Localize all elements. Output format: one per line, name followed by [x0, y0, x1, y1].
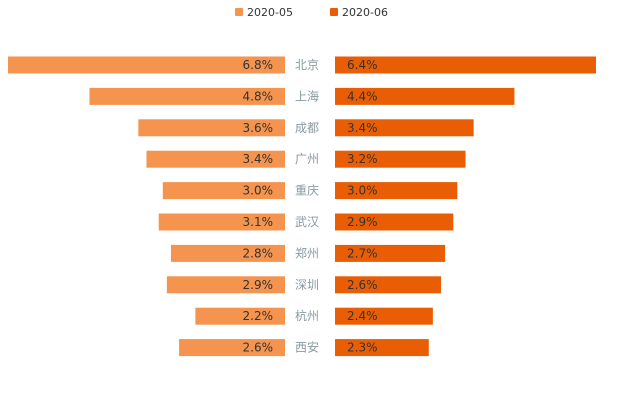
value-label-2020-05-7: 2.9%: [243, 278, 274, 292]
bar-2020-06-7[interactable]: [335, 276, 442, 294]
bar-2020-06-6[interactable]: [335, 244, 446, 262]
value-label-2020-06-4: 3.0%: [347, 184, 378, 198]
category-label-4: 重庆: [295, 184, 319, 198]
value-label-2020-05-9: 2.6%: [243, 341, 274, 355]
legend-swatch-2020-05: [235, 8, 243, 16]
value-label-2020-06-1: 4.4%: [347, 89, 378, 103]
bar-2020-06-8[interactable]: [335, 307, 433, 325]
value-label-2020-06-7: 2.6%: [347, 278, 378, 292]
value-label-2020-05-6: 2.8%: [243, 246, 274, 260]
category-label-3: 广州: [295, 152, 319, 166]
category-label-7: 深圳: [295, 278, 319, 292]
value-label-2020-06-6: 2.7%: [347, 246, 378, 260]
legend-swatch-2020-06: [330, 8, 338, 16]
legend-label-2020-06: 2020-06: [342, 6, 388, 19]
labels-layer: 6.8% 6.4% 北京 4.8% 4.4% 上海 3.6% 3.4% 成都 3.4% 3.2% 广州…: [243, 58, 378, 355]
value-label-2020-05-0: 6.8%: [243, 58, 274, 72]
value-label-2020-05-2: 3.6%: [243, 121, 274, 135]
legend-label-2020-05: 2020-05: [247, 6, 293, 19]
value-label-2020-05-1: 4.8%: [243, 89, 274, 103]
bar-2020-06-3[interactable]: [335, 150, 466, 168]
category-label-1: 上海: [295, 88, 319, 103]
bar-2020-06-0[interactable]: [335, 56, 596, 74]
bar-2020-05-1[interactable]: [89, 87, 286, 105]
category-label-0: 北京: [295, 58, 319, 72]
bar-2020-06-1[interactable]: [335, 87, 515, 105]
value-label-2020-05-5: 3.1%: [243, 215, 274, 229]
bar-2020-06-9[interactable]: [335, 339, 429, 357]
bar-2020-06-4[interactable]: [335, 182, 458, 200]
category-label-9: 西安: [295, 340, 319, 355]
legend: 2020-05 2020-06: [235, 6, 388, 19]
legend-item-2020-06[interactable]: 2020-06: [330, 6, 388, 19]
value-label-2020-06-5: 2.9%: [347, 215, 378, 229]
bar-2020-05-0[interactable]: [8, 56, 285, 74]
value-label-2020-05-3: 3.4%: [243, 152, 274, 166]
bar-2020-05-6[interactable]: [170, 244, 285, 262]
bar-2020-05-8[interactable]: [195, 307, 285, 325]
value-label-2020-06-2: 3.4%: [347, 121, 378, 135]
category-label-6: 郑州: [295, 245, 319, 260]
value-label-2020-06-0: 6.4%: [347, 58, 378, 72]
value-label-2020-06-9: 2.3%: [347, 341, 378, 355]
value-label-2020-06-8: 2.4%: [347, 309, 378, 323]
category-label-2: 成都: [295, 121, 319, 135]
category-label-8: 杭州: [295, 308, 319, 323]
value-label-2020-06-3: 3.2%: [347, 152, 378, 166]
bar-2020-05-4[interactable]: [162, 182, 285, 200]
value-label-2020-05-8: 2.2%: [243, 309, 274, 323]
legend-item-2020-05[interactable]: 2020-05: [235, 6, 293, 19]
category-label-5: 武汉: [295, 215, 319, 229]
bar-2020-05-5[interactable]: [158, 213, 285, 231]
bars-layer: [8, 56, 596, 357]
value-label-2020-05-4: 3.0%: [243, 184, 274, 198]
bar-2020-05-3[interactable]: [146, 150, 286, 168]
bar-2020-05-9[interactable]: [179, 339, 285, 357]
bar-2020-05-7[interactable]: [166, 276, 285, 294]
bar-2020-06-2[interactable]: [335, 119, 474, 137]
bar-2020-06-5[interactable]: [335, 213, 454, 231]
bar-2020-05-2[interactable]: [138, 119, 285, 137]
